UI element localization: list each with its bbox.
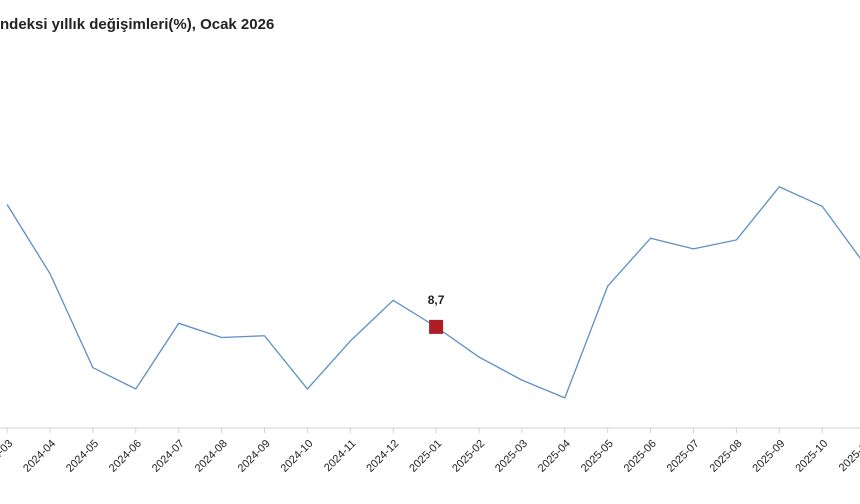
- x-tick-label: 2025-05: [579, 438, 616, 475]
- x-tick-label: 2024-12: [364, 438, 401, 475]
- x-tick-label: 2025-03: [493, 438, 530, 475]
- highlight-marker: [429, 319, 444, 334]
- x-tick-label: 2025-11: [837, 438, 860, 474]
- x-tick-label: 2025-10: [793, 438, 830, 475]
- x-tick-label: 2024-05: [64, 438, 101, 475]
- x-tick-label: 2024-10: [279, 438, 316, 475]
- x-tick-label: 2024-08: [193, 438, 230, 475]
- x-tick-label: 2024-07: [150, 438, 187, 475]
- x-tick-label: 2024-06: [107, 438, 144, 475]
- x-tick-label: 2024-03: [0, 438, 15, 475]
- x-tick-label: 2025-02: [450, 438, 487, 475]
- x-tick-label: 2025-06: [622, 438, 659, 475]
- chart-title: ndeksi yıllık değişimleri(%), Ocak 2026: [0, 16, 274, 33]
- x-tick-label: 2025-07: [665, 438, 702, 475]
- x-tick-label: 2024-11: [322, 438, 358, 474]
- data-label: 8,7: [428, 293, 445, 307]
- x-tick-label: 2025-01: [407, 438, 444, 475]
- x-tick-label: 2025-04: [536, 438, 573, 475]
- x-tick-label: 2025-09: [750, 438, 787, 475]
- x-tick-label: 2024-04: [21, 438, 58, 475]
- x-tick-label: 2024-09: [236, 438, 273, 475]
- x-tick-label: 2025-08: [708, 438, 745, 475]
